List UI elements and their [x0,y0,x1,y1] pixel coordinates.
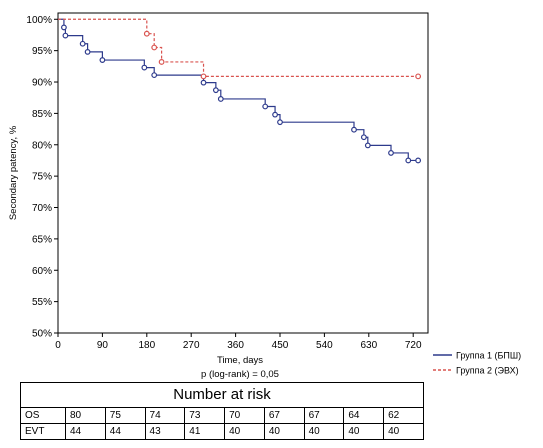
risk-table-grid: OS 80 75 74 73 70 67 67 64 62 EVT 44 44 43 41 40 40 40 40 4… [20,407,424,440]
y-tick-label: 80% [32,140,52,151]
y-tick-label: 85% [32,109,52,120]
risk-cell: 40 [303,423,345,440]
risk-cell: 40 [224,423,265,440]
series-layer [58,18,422,164]
survival-chart: 50% 55% 60% 65% 70% 75% 80% 85% 90% 95% 100% 0 90 18… [8,12,521,380]
legend: Группа 1 (БПШ) Группа 2 (ЭВХ) [433,351,521,376]
legend-label-1: Группа 1 (БПШ) [456,351,521,361]
legend-label-2: Группа 2 (ЭВХ) [456,366,519,376]
series-1-censor-mark [99,57,106,63]
x-tick-label: 270 [183,340,200,351]
y-tick-label: 90% [32,78,52,89]
risk-cell: 44 [104,423,146,440]
y-tick-label: 60% [32,266,52,277]
series-1-censor-mark [351,126,357,133]
x-tick-label: 450 [272,340,289,351]
y-tick-label: 75% [32,172,52,183]
x-axis-title: Time, days [217,355,263,366]
risk-cell: 67 [303,407,345,424]
number-at-risk-table: Number at risk OS 80 75 74 73 70 67 67 64 62 EVT 44… [20,382,424,440]
x-tick-label: 0 [55,340,61,351]
series-2-censor-mark [151,44,158,51]
risk-cell: 43 [144,423,186,440]
risk-cell: 67 [263,407,305,424]
series-1-censor-mark [360,134,367,141]
series-1-censor-mark [200,79,207,86]
risk-cell: 80 [65,407,106,424]
series-1-censor-mark [405,157,412,164]
x-tick-label: 360 [227,340,244,351]
y-tick-label: 55% [32,297,52,308]
risk-table-title: Number at risk [20,382,424,407]
y-tick-label: 100% [26,15,52,26]
series-2-censor-mark [415,73,422,80]
y-tick-label: 70% [32,203,52,214]
risk-cell: 70 [224,407,265,424]
y-tick-label: 50% [32,329,52,340]
x-tick-label: 540 [316,340,333,351]
series-1-censor-mark [415,157,422,164]
risk-cell: 41 [184,423,226,440]
series-1-censor-mark [84,49,91,55]
risk-row-label: EVT [20,423,66,440]
series-2-censor-mark [158,59,165,65]
series-1-censor-mark [62,32,69,39]
y-tick-label: 95% [32,46,52,57]
series-1-censor-mark [388,150,394,156]
risk-cell: 44 [65,423,106,440]
series-2-censor-mark [143,30,150,37]
risk-cell: 75 [104,407,146,424]
series-1-censor-mark [141,64,148,71]
risk-row-evt: EVT 44 44 43 41 40 40 40 40 40 [20,423,424,440]
x-axis: 0 90 180 270 360 450 540 630 720 [55,333,422,351]
risk-row-os: OS 80 75 74 73 70 67 67 64 62 [20,407,424,424]
x-tick-label: 720 [405,340,422,351]
x-tick-label: 180 [138,340,155,351]
series-1-censor-mark [212,87,219,94]
risk-cell: 64 [343,407,385,424]
risk-cell: 40 [383,423,424,440]
p-value-annotation: p (log-rank) = 0,05 [201,369,279,380]
series-1-censor-mark [79,40,86,47]
series-1-censor-mark [277,119,283,126]
series-2-censor-mark [200,73,207,80]
series-1-censor-mark [61,24,67,31]
series-1-censor-mark [364,142,371,149]
series-2-line [58,18,419,77]
series-1-censor-mark [272,111,278,118]
risk-row-label: OS [20,407,66,424]
y-axis: 50% 55% 60% 65% 70% 75% 80% 85% 90% 95% 100% [26,15,58,340]
risk-cell: 74 [144,407,186,424]
risk-cell: 40 [263,423,305,440]
x-tick-label: 630 [360,340,377,351]
risk-cell: 73 [184,407,226,424]
x-tick-label: 90 [97,340,109,351]
risk-cell: 40 [343,423,385,440]
y-axis-title: Secondary patency, % [8,125,19,220]
series-1-censor-mark [151,72,158,79]
series-1-censor-mark [217,96,224,102]
series-1-censor-mark [262,103,269,110]
risk-cell: 62 [383,407,424,424]
plot-area-frame [57,12,429,334]
y-tick-label: 65% [32,234,52,245]
